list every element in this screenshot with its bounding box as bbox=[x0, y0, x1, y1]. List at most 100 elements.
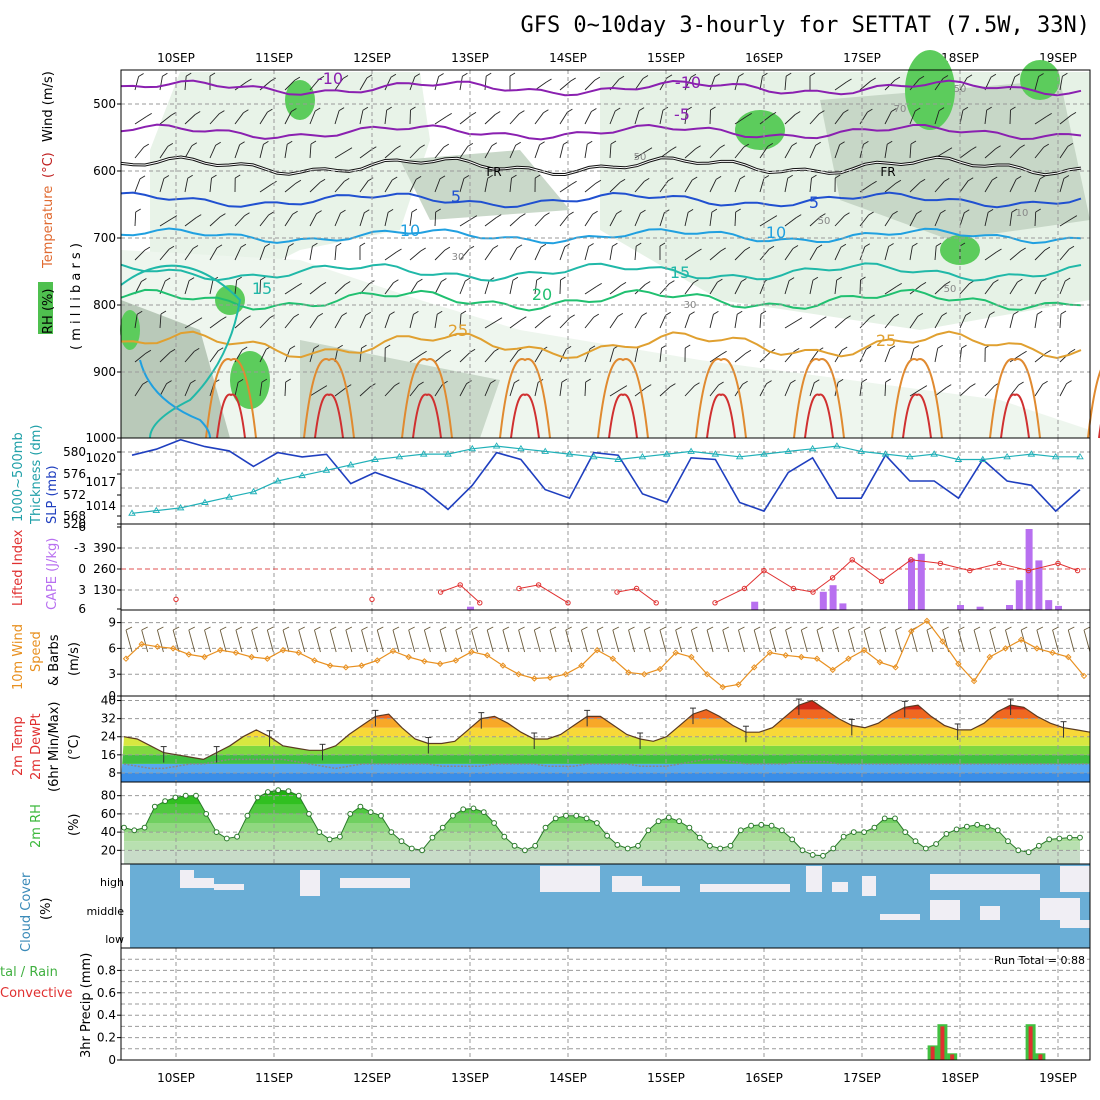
wind-barb-flag bbox=[1021, 350, 1027, 355]
lifted-index-line bbox=[173, 557, 1081, 606]
wind-barb-flag bbox=[695, 145, 701, 150]
tick-label: 0 bbox=[108, 689, 116, 703]
wind-barb bbox=[184, 248, 194, 261]
rh-point bbox=[799, 847, 806, 854]
wind-barb-flag bbox=[195, 214, 202, 218]
high-rh-spot bbox=[120, 310, 140, 350]
wind-barb-flag bbox=[516, 244, 523, 249]
wind-speed-point bbox=[798, 653, 805, 661]
wind-barb bbox=[834, 215, 845, 227]
wind-barb-flag bbox=[515, 141, 521, 146]
cloud-gap bbox=[1040, 898, 1080, 920]
rh-point bbox=[717, 845, 724, 852]
wind-barb-flag bbox=[298, 626, 305, 631]
li-segment bbox=[518, 584, 569, 604]
rh-label: RH (%) bbox=[41, 289, 56, 334]
thickness-point bbox=[565, 450, 574, 457]
rh-point bbox=[758, 821, 765, 828]
wind-barb-flag bbox=[741, 278, 747, 282]
wind-barb-flag bbox=[435, 208, 441, 213]
wind-barb bbox=[684, 251, 697, 261]
slp-tick-label: 1020 bbox=[85, 451, 116, 465]
wind-barb bbox=[659, 180, 669, 193]
wind-barb bbox=[384, 110, 388, 125]
wind-barb bbox=[459, 115, 472, 125]
moist-area bbox=[121, 300, 230, 438]
wind-barb-flag bbox=[593, 313, 600, 318]
warm-bulge bbox=[989, 357, 1041, 439]
temp-band bbox=[121, 700, 1090, 710]
wind-barb-flag bbox=[991, 176, 998, 181]
wind-barb-flag bbox=[571, 180, 577, 185]
thickness-point bbox=[614, 455, 622, 462]
wind-barb-flag bbox=[387, 209, 394, 213]
wind-barb bbox=[734, 281, 742, 295]
wind-barb bbox=[188, 629, 196, 653]
wind-speed-point bbox=[923, 617, 931, 625]
wind-barb bbox=[934, 284, 946, 295]
wind-barb-flag bbox=[444, 246, 451, 251]
wind-barb bbox=[734, 116, 747, 125]
rh-point bbox=[450, 812, 456, 819]
wind-barb-flag bbox=[861, 378, 868, 383]
wind-barb-flag bbox=[215, 141, 221, 146]
rh-point bbox=[768, 822, 775, 829]
wind-barb bbox=[581, 629, 588, 653]
wind-barb bbox=[634, 284, 646, 295]
wind-speed-point bbox=[703, 670, 711, 678]
cloud-gap bbox=[1060, 866, 1090, 892]
top-date-label: 15SEP bbox=[647, 51, 685, 65]
bottom-date-label: 19SEP bbox=[1039, 1071, 1077, 1085]
wind-barb bbox=[984, 251, 997, 261]
wind-barb-flag bbox=[141, 278, 147, 282]
wind-barb bbox=[659, 348, 662, 363]
wind-barb bbox=[1009, 384, 1019, 397]
bottom-date-label: 16SEP bbox=[745, 1071, 783, 1085]
wind-barb-flag bbox=[801, 626, 808, 631]
wind-barb-flag bbox=[987, 209, 994, 213]
wind-barb bbox=[284, 144, 288, 159]
wind-barb-flag bbox=[494, 111, 501, 115]
cape-bar bbox=[908, 558, 915, 610]
wind-barb-flag bbox=[753, 626, 761, 631]
wind-barb-flag bbox=[244, 212, 250, 217]
wind-barb-flag bbox=[1041, 278, 1047, 282]
wind-barb-flag bbox=[539, 141, 545, 146]
wind-barb bbox=[734, 146, 745, 159]
rh-band bbox=[124, 804, 1080, 814]
wind-barb bbox=[471, 629, 478, 653]
wind-barb bbox=[1034, 178, 1041, 193]
li-point bbox=[437, 589, 444, 595]
rh-point bbox=[295, 792, 302, 799]
wind-barb bbox=[809, 145, 817, 159]
wind-speed-line bbox=[125, 620, 1085, 688]
thickness-point bbox=[954, 455, 963, 462]
wind-barb-flag bbox=[512, 276, 519, 281]
thickness-point bbox=[274, 477, 282, 484]
rh-point bbox=[573, 812, 580, 819]
wind-barb bbox=[609, 213, 617, 227]
wind-barb bbox=[1059, 313, 1062, 329]
wind-10m-barbs bbox=[125, 626, 1091, 653]
wind-barb bbox=[259, 382, 263, 397]
wind-speed-point bbox=[625, 669, 632, 676]
wind-speed-point bbox=[719, 683, 726, 691]
cloud-gap bbox=[862, 876, 876, 896]
wind-barb-flag bbox=[384, 344, 391, 349]
wind-barb-flag bbox=[690, 73, 697, 78]
rh-band bbox=[124, 823, 1080, 833]
wind-barb bbox=[184, 382, 191, 397]
wind-barb-flag bbox=[628, 626, 635, 631]
wind-barb bbox=[534, 112, 544, 125]
wind-barb bbox=[409, 212, 413, 227]
thickness-point bbox=[176, 504, 185, 511]
wind-barb bbox=[769, 629, 777, 653]
top-date-label: 18SEP bbox=[941, 51, 979, 65]
wind-speed-point bbox=[813, 655, 821, 662]
wind-barb-flag bbox=[221, 316, 227, 321]
wind-barb bbox=[345, 629, 353, 653]
wind-barb-flag bbox=[867, 108, 873, 113]
li-point bbox=[369, 596, 375, 602]
wind-barb bbox=[584, 316, 595, 329]
bottom-date-label: 17SEP bbox=[843, 1071, 881, 1085]
